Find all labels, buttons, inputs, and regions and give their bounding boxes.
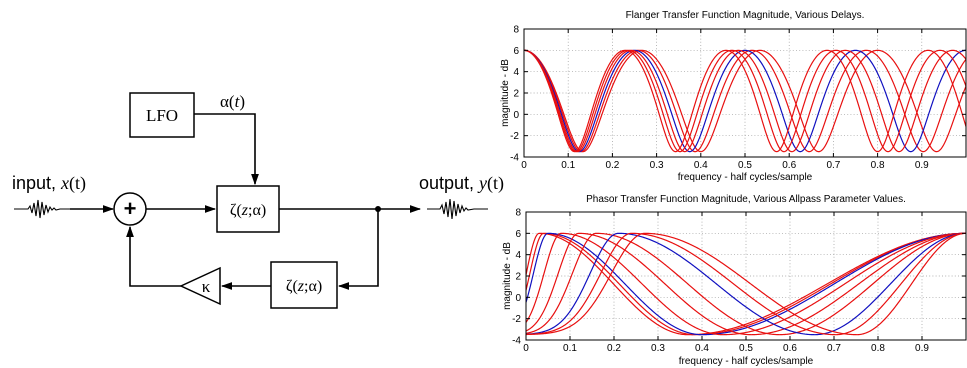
series-line-4 bbox=[526, 232, 966, 336]
y-tick-label: 2 bbox=[513, 89, 519, 100]
y-tick-label: -2 bbox=[512, 314, 521, 325]
alpha-t-label: α(t) bbox=[220, 92, 245, 111]
series-line-1 bbox=[524, 49, 966, 153]
flanger-plot: Flanger Transfer Function Magnitude, Var… bbox=[500, 10, 967, 183]
x-tick-label: 0.4 bbox=[694, 160, 708, 171]
x-tick-label: 0 bbox=[521, 160, 527, 171]
phasor-plot-title: Phasor Transfer Function Magnitude, Vari… bbox=[586, 194, 906, 205]
x-tick-label: 0.5 bbox=[738, 160, 752, 171]
flanger-xlabel: frequency - half cycles/sample bbox=[678, 172, 813, 183]
y-tick-label: 4 bbox=[515, 250, 521, 261]
series-line-5 bbox=[524, 49, 966, 153]
gain-to-sum-wire bbox=[126, 225, 181, 287]
series-line-0 bbox=[526, 232, 966, 336]
block-diagram: LFO α(t) ζ(z;α) input, x(t) + output, y(… bbox=[12, 92, 504, 309]
series-line-3 bbox=[526, 232, 966, 336]
x-tick-label: 0.4 bbox=[695, 343, 709, 354]
y-tick-label: -2 bbox=[510, 131, 519, 142]
y-tick-label: 4 bbox=[513, 67, 519, 78]
series-line-8 bbox=[526, 232, 966, 336]
y-tick-label: 0 bbox=[513, 110, 519, 121]
x-tick-label: 0.8 bbox=[871, 160, 885, 171]
y-tick-label: 6 bbox=[515, 229, 521, 240]
input-waveform-icon bbox=[14, 199, 70, 219]
y-tick-label: 2 bbox=[515, 272, 521, 283]
x-tick-label: 0.6 bbox=[782, 160, 796, 171]
feedback-branch-wire bbox=[337, 209, 379, 290]
x-tick-label: 0.1 bbox=[561, 160, 575, 171]
gain-label: κ bbox=[202, 277, 211, 296]
output-waveform-icon bbox=[427, 198, 488, 220]
phasor-xlabel: frequency - half cycles/sample bbox=[679, 356, 814, 367]
lfo-block bbox=[129, 92, 195, 138]
allpass-feedback-block bbox=[270, 261, 338, 309]
x-tick-label: 0.8 bbox=[871, 343, 885, 354]
lfo-label: LFO bbox=[146, 106, 178, 125]
flanger-ylabel: magnitude - dB bbox=[500, 59, 511, 127]
x-tick-label: 0.3 bbox=[651, 343, 665, 354]
allpass-feedback-label: ζ(z;α) bbox=[286, 278, 322, 295]
phasor-ylabel: magnitude - dB bbox=[502, 242, 513, 310]
flanger-plot-title: Flanger Transfer Function Magnitude, Var… bbox=[626, 10, 865, 21]
y-tick-label: 8 bbox=[513, 25, 519, 36]
x-tick-label: 0.3 bbox=[650, 160, 664, 171]
series-line-6 bbox=[526, 232, 966, 336]
series-line-7 bbox=[526, 232, 966, 336]
sum-symbol: + bbox=[124, 196, 137, 221]
series-line-3 bbox=[524, 49, 966, 153]
x-tick-label: 0.5 bbox=[739, 343, 753, 354]
x-tick-label: 0.1 bbox=[563, 343, 577, 354]
y-tick-label: 6 bbox=[513, 46, 519, 57]
y-tick-label: -4 bbox=[512, 336, 521, 347]
allpass-forward-label: ζ(z;α) bbox=[230, 202, 266, 219]
output-label: output, y(t) bbox=[419, 173, 504, 194]
series-line-5 bbox=[526, 232, 966, 336]
series-line-2 bbox=[526, 232, 966, 336]
phasor-plot: Phasor Transfer Function Magnitude, Vari… bbox=[502, 194, 967, 367]
input-label: input, x(t) bbox=[12, 173, 86, 194]
series-line-2 bbox=[524, 49, 966, 153]
y-tick-label: 8 bbox=[515, 208, 521, 219]
lfo-to-allpass-wire bbox=[194, 113, 259, 186]
y-tick-label: 0 bbox=[515, 293, 521, 304]
x-tick-label: 0.7 bbox=[826, 160, 840, 171]
x-tick-label: 0.6 bbox=[783, 343, 797, 354]
x-tick-label: 0.7 bbox=[827, 343, 841, 354]
gain-triangle bbox=[179, 266, 221, 306]
x-tick-label: 0.9 bbox=[915, 160, 929, 171]
x-tick-label: 0.2 bbox=[607, 343, 621, 354]
x-tick-label: 0.9 bbox=[915, 343, 929, 354]
series-line-4 bbox=[524, 49, 966, 153]
x-tick-label: 0.2 bbox=[605, 160, 619, 171]
y-tick-label: -4 bbox=[510, 153, 519, 164]
allpass-forward-block bbox=[216, 185, 280, 233]
x-tick-label: 0 bbox=[523, 343, 529, 354]
